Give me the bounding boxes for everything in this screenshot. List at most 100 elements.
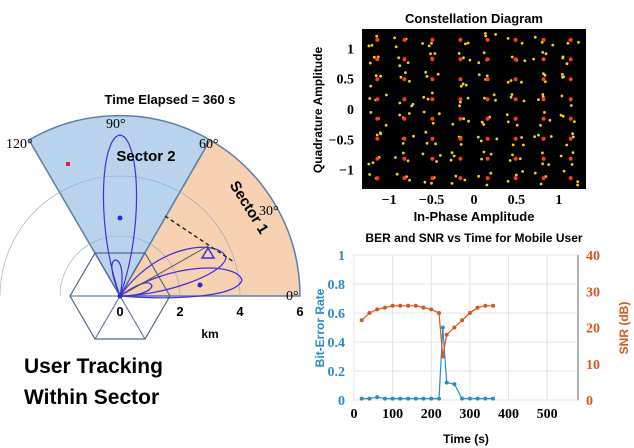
constellation-point: [450, 182, 454, 185]
chart-left-ticks: 0 0.2 0.4 0.6 0.8 1: [328, 249, 346, 409]
snr-point: [475, 305, 480, 310]
constellation-point: [562, 75, 566, 79]
constellation-panel: Constellation Diagram 1 0.5 0 −0.5 −1 −1 −0.5…: [311, 11, 586, 224]
ber-point: [437, 396, 441, 401]
constellation-point: [367, 162, 371, 166]
constellation-reference-point: [375, 77, 380, 82]
constellation-point: [457, 52, 461, 55]
constellation-point: [549, 135, 553, 138]
constellation-reference-point: [430, 176, 435, 181]
constellation-point: [397, 56, 401, 60]
chart-x-ticks: 0 100 200 300 400 500: [351, 407, 558, 422]
snr-point: [406, 303, 411, 308]
constellation-point: [401, 142, 405, 145]
constellation-reference-point: [568, 116, 573, 121]
constellation-point: [480, 120, 484, 124]
range-tick-6: 6: [296, 304, 303, 319]
constellation-reference-point: [485, 176, 490, 181]
constellation-reference-point: [485, 77, 490, 82]
caption-line-1: User Tracking: [24, 355, 163, 378]
constellation-point: [459, 84, 463, 88]
range-tick-4: 4: [236, 304, 244, 319]
constellation-title: Constellation Diagram: [405, 11, 543, 26]
constellation-point: [435, 160, 438, 163]
constellation-reference-point: [375, 57, 380, 62]
snr-point: [390, 303, 395, 308]
constellation-x-tick: 0: [471, 193, 478, 208]
constellation-point: [425, 141, 429, 145]
constellation-point: [505, 113, 509, 116]
constellation-point: [369, 111, 373, 114]
constellation-point: [393, 36, 396, 40]
constellation-point: [468, 58, 472, 62]
caption-line-2: Within Sector: [24, 386, 159, 409]
chart-right-tick: 40: [586, 249, 600, 264]
constellation-point: [398, 113, 402, 117]
constellation-reference-point: [430, 116, 435, 121]
constellation-point: [537, 133, 540, 137]
constellation-point: [508, 159, 512, 162]
constellation-point: [494, 98, 497, 102]
constellation-point: [506, 80, 510, 84]
constellation-point: [576, 180, 580, 184]
chart-x-tick: 300: [459, 407, 480, 422]
constellation-reference-point: [541, 37, 546, 42]
constellation-point: [521, 143, 525, 147]
constellation-point: [422, 110, 426, 114]
constellation-y-tick: 0: [347, 103, 354, 118]
constellation-point: [495, 137, 499, 141]
constellation-point: [430, 41, 433, 45]
constellation-point: [511, 153, 514, 157]
constellation-x-label: In-Phase Amplitude: [414, 209, 535, 224]
constellation-reference-point: [375, 97, 380, 102]
constellation-reference-point: [375, 156, 380, 161]
snr-point: [452, 325, 457, 330]
chart-right-tick: 0: [586, 394, 593, 409]
constellation-reference-point: [485, 97, 490, 102]
constellation-point: [368, 61, 372, 65]
constellation-reference-point: [402, 156, 407, 161]
constellation-reference-point: [568, 57, 573, 62]
constellation-point: [544, 52, 548, 56]
constellation-point: [483, 96, 486, 100]
constellation-point: [480, 157, 483, 161]
constellation-y-ticks: 1 0.5 0 −0.5 −1: [329, 42, 354, 178]
constellation-reference-point: [458, 156, 463, 161]
constellation-point: [515, 123, 519, 127]
constellation-x-tick: −1: [382, 193, 397, 208]
constellation-point: [462, 117, 466, 121]
snr-point: [460, 318, 465, 323]
snr-point: [359, 318, 364, 323]
constellation-point: [477, 61, 481, 65]
snr-point: [429, 307, 434, 312]
constellation-reference-point: [375, 116, 380, 121]
constellation-point: [533, 35, 537, 39]
ber-point: [452, 382, 457, 387]
sector-2-wedge: [27, 114, 212, 298]
constellation-point: [394, 45, 398, 49]
constellation-reference-point: [485, 37, 490, 42]
beam-patterns: [102, 134, 243, 299]
constellation-point: [433, 52, 437, 55]
constellation-reference-point: [402, 136, 407, 141]
constellation-reference-point: [541, 136, 546, 141]
constellation-reference-point: [402, 77, 407, 82]
constellation-point: [560, 94, 564, 98]
constellation-point: [520, 41, 524, 45]
constellation-point: [398, 64, 402, 68]
constellation-point: [394, 156, 397, 159]
constellation-point: [464, 83, 468, 87]
constellation-point: [571, 135, 575, 139]
constellation-point: [520, 136, 523, 139]
constellation-point: [408, 79, 411, 83]
constellation-point: [425, 75, 429, 78]
constellation-point: [521, 170, 524, 173]
constellation-point: [449, 158, 453, 162]
ber-point: [406, 396, 411, 401]
constellation-point: [565, 143, 569, 147]
constellation-point: [506, 37, 510, 40]
constellation-point: [539, 124, 542, 127]
constellation-point: [547, 163, 551, 167]
constellation-point: [551, 43, 555, 47]
constellation-point: [561, 56, 565, 60]
